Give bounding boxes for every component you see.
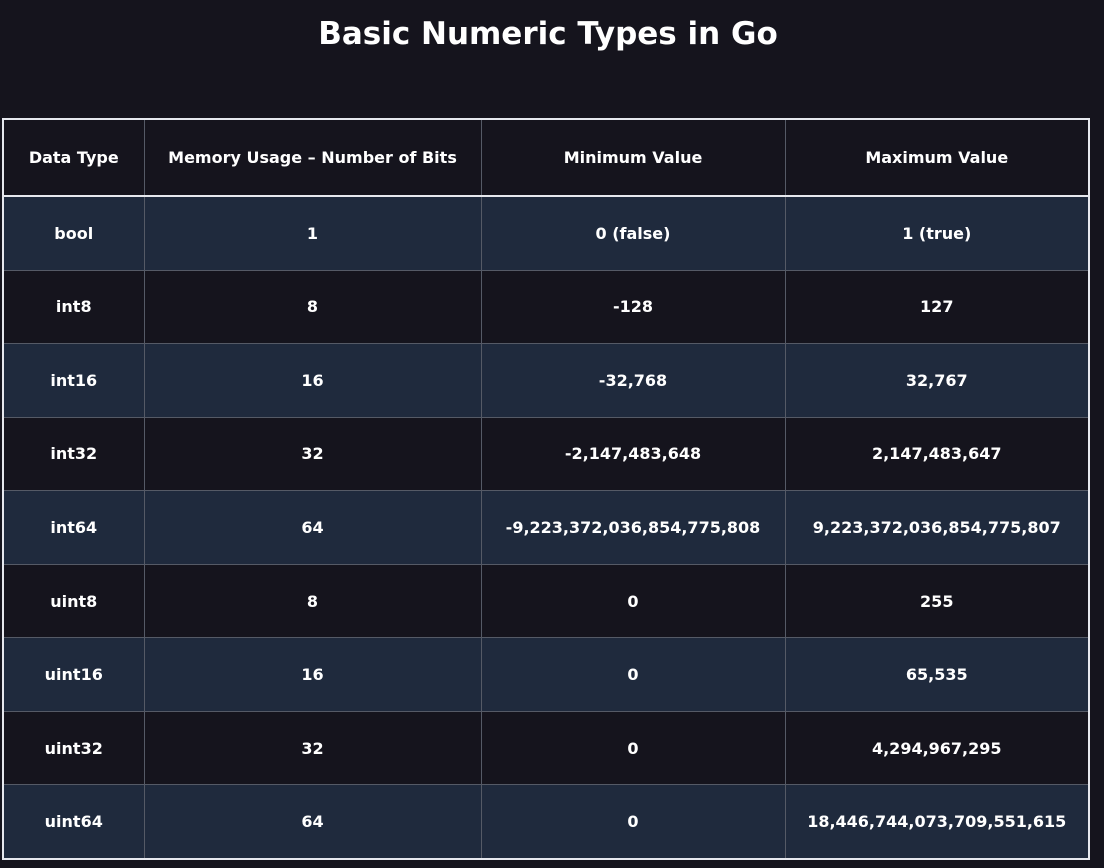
cell-maximum: 9,223,372,036,854,775,807: [784, 490, 1090, 565]
cell-minimum: -9,223,372,036,854,775,808: [480, 490, 786, 565]
cell-bits: 16: [143, 637, 482, 712]
table-row: uint8 8 0 255: [2, 563, 1090, 639]
cell-bits: 16: [143, 343, 482, 418]
table-row: uint32 32 0 4,294,967,295: [2, 710, 1090, 786]
table-row: int16 16 -32,768 32,767: [2, 343, 1090, 418]
table-row: int8 8 -128 127: [2, 269, 1090, 345]
cell-bits: 8: [143, 563, 482, 639]
cell-data-type: uint16: [2, 637, 145, 712]
cell-minimum: -2,147,483,648: [480, 416, 786, 492]
cell-bits: 8: [143, 269, 482, 345]
cell-maximum: 4,294,967,295: [784, 710, 1090, 786]
cell-maximum: 32,767: [784, 343, 1090, 418]
cell-minimum: 0 (false): [480, 195, 786, 271]
header-data-type: Data Type: [2, 118, 145, 197]
table-row: int64 64 -9,223,372,036,854,775,808 9,22…: [2, 490, 1090, 565]
table-row: bool 1 0 (false) 1 (true): [2, 195, 1090, 271]
cell-maximum: 1 (true): [784, 195, 1090, 271]
cell-maximum: 18,446,744,073,709,551,615: [784, 784, 1090, 860]
cell-data-type: uint64: [2, 784, 145, 860]
table-header-row: Data Type Memory Usage – Number of Bits …: [2, 118, 1090, 197]
cell-bits: 64: [143, 490, 482, 565]
cell-data-type: bool: [2, 195, 145, 271]
header-maximum-value: Maximum Value: [784, 118, 1090, 197]
cell-maximum: 127: [784, 269, 1090, 345]
cell-minimum: 0: [480, 563, 786, 639]
cell-minimum: -32,768: [480, 343, 786, 418]
cell-data-type: uint8: [2, 563, 145, 639]
cell-minimum: 0: [480, 710, 786, 786]
cell-minimum: 0: [480, 637, 786, 712]
cell-data-type: int64: [2, 490, 145, 565]
cell-data-type: int8: [2, 269, 145, 345]
cell-minimum: 0: [480, 784, 786, 860]
cell-bits: 32: [143, 710, 482, 786]
cell-bits: 32: [143, 416, 482, 492]
cell-data-type: int32: [2, 416, 145, 492]
cell-maximum: 2,147,483,647: [784, 416, 1090, 492]
cell-data-type: uint32: [2, 710, 145, 786]
cell-minimum: -128: [480, 269, 786, 345]
header-minimum-value: Minimum Value: [480, 118, 786, 197]
table-row: uint64 64 0 18,446,744,073,709,551,615: [2, 784, 1090, 860]
table-row: uint16 16 0 65,535: [2, 637, 1090, 712]
numeric-types-table: Data Type Memory Usage – Number of Bits …: [2, 118, 1090, 860]
cell-data-type: int16: [2, 343, 145, 418]
table-row: int32 32 -2,147,483,648 2,147,483,647: [2, 416, 1090, 492]
cell-maximum: 255: [784, 563, 1090, 639]
cell-bits: 1: [143, 195, 482, 271]
cell-maximum: 65,535: [784, 637, 1090, 712]
cell-bits: 64: [143, 784, 482, 860]
header-memory-usage: Memory Usage – Number of Bits: [143, 118, 482, 197]
page-title: Basic Numeric Types in Go: [318, 16, 778, 52]
